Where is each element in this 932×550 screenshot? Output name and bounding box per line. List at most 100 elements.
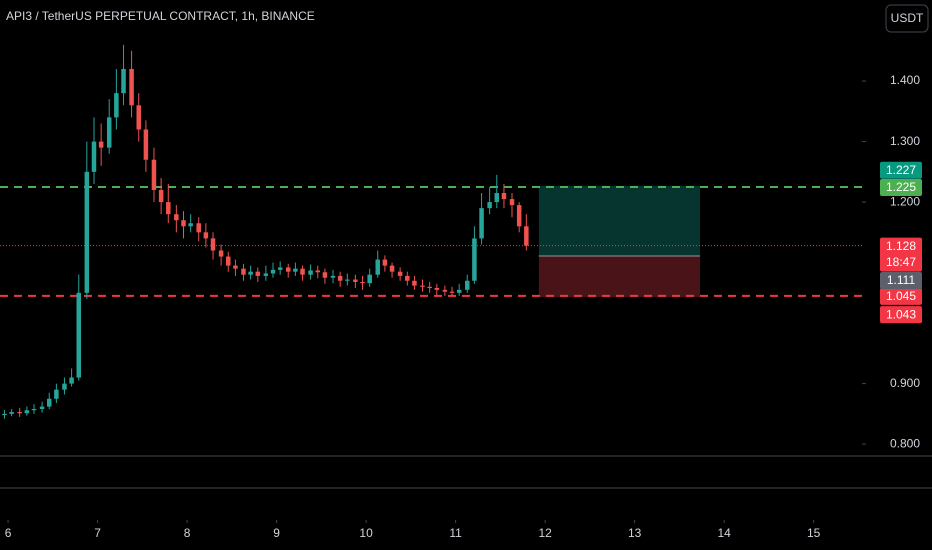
x-tick-label: 9 (273, 526, 280, 540)
x-tick-label: 14 (717, 526, 731, 540)
candle-body (241, 268, 246, 275)
candle-body (114, 93, 119, 118)
candle-body (345, 279, 350, 281)
price-label: 1.128 (886, 239, 916, 253)
candle-body (382, 259, 388, 266)
candle-body (412, 280, 417, 286)
candle-body (427, 286, 432, 289)
candle-body (98, 141, 104, 148)
candle-body (2, 413, 7, 416)
candle-body (277, 267, 283, 270)
candle-body (465, 280, 470, 290)
candle-body (203, 232, 209, 239)
currency-label[interactable]: USDT (891, 11, 924, 25)
candle-body (255, 271, 261, 276)
candle-body (17, 412, 22, 414)
candle-body (46, 398, 52, 407)
target-label-bg (880, 161, 922, 179)
candle-body (69, 377, 74, 384)
candle-body (166, 202, 171, 215)
x-tick-label: 15 (807, 526, 821, 540)
candle-body (330, 275, 336, 278)
candle-body (196, 223, 201, 233)
candle-body (516, 205, 522, 227)
y-tick-label: 1.200 (890, 194, 920, 208)
candle-body (226, 256, 231, 266)
y-tick-label: 1.400 (890, 73, 920, 87)
y-tick-label: 0.900 (890, 376, 920, 390)
entry-label: 1.111 (887, 273, 916, 287)
candle-body (54, 389, 59, 399)
candle-body (420, 285, 425, 287)
candle-body (494, 193, 500, 203)
candle-body (174, 214, 179, 221)
candle-body (442, 289, 448, 292)
candle-body (84, 171, 90, 293)
candle-body (337, 275, 343, 281)
x-tick-label: 10 (359, 526, 373, 540)
candle-body (24, 410, 30, 414)
candle-body (308, 270, 313, 275)
candle-body (129, 68, 134, 106)
candle-body (367, 274, 372, 284)
x-tick-label: 8 (184, 526, 191, 540)
candle-body (248, 271, 253, 275)
chart-title: API3 / TetherUS PERPETUAL CONTRACT, 1h, … (6, 9, 315, 23)
candle-body (524, 226, 529, 246)
candle-body (188, 223, 193, 227)
candle-body (353, 279, 358, 282)
candle-body (293, 268, 298, 272)
candle-body (315, 270, 321, 273)
y-tick-label: 0.800 (890, 436, 920, 450)
candle-body (136, 105, 141, 130)
candle-body (509, 199, 515, 206)
candle-body (233, 265, 238, 269)
candle-body (270, 269, 276, 274)
y-tick-label: 1.300 (890, 134, 920, 148)
candle-body (210, 238, 216, 251)
candle-body (76, 292, 82, 378)
candle-body (91, 141, 97, 172)
candle-body (9, 412, 14, 414)
entry-label-bg (880, 271, 922, 289)
candle-body (501, 193, 507, 200)
candle-body (263, 273, 269, 276)
x-tick-label: 13 (628, 526, 642, 540)
candle-body (181, 220, 186, 227)
candle-body (151, 159, 157, 190)
candle-body (434, 288, 440, 290)
price-label: 1.225 (886, 180, 916, 194)
candle-body (456, 289, 462, 293)
countdown-label: 18:47 (886, 255, 916, 269)
stop-label: 1.043 (886, 307, 916, 321)
candle-body (375, 259, 380, 275)
candle-body (449, 291, 455, 293)
x-tick-label: 6 (5, 526, 12, 540)
loss-zone (538, 255, 700, 298)
candle-body (405, 275, 410, 281)
candle-body (121, 68, 126, 94)
candle-body (389, 265, 395, 272)
target-label: 1.227 (886, 163, 916, 177)
x-tick-label: 11 (449, 526, 462, 540)
candle-body (31, 409, 37, 411)
candle-body (472, 238, 477, 281)
candle-body (479, 208, 484, 239)
price-label-bg (880, 178, 922, 196)
price-label-bg (880, 287, 922, 305)
stop-label-bg (880, 306, 922, 324)
price-label-bg (880, 237, 922, 272)
candle-body (397, 271, 403, 276)
profit-zone (538, 185, 700, 256)
candle-body (360, 281, 365, 284)
currency-button[interactable] (885, 4, 929, 33)
candle-body (285, 267, 291, 272)
candle-body (143, 129, 149, 160)
candle-body (322, 272, 328, 278)
x-tick-label: 7 (94, 526, 101, 540)
x-tick-label: 12 (538, 526, 552, 540)
candle-body (300, 268, 305, 275)
price-label: 1.045 (886, 289, 916, 303)
candle-body (39, 406, 45, 410)
